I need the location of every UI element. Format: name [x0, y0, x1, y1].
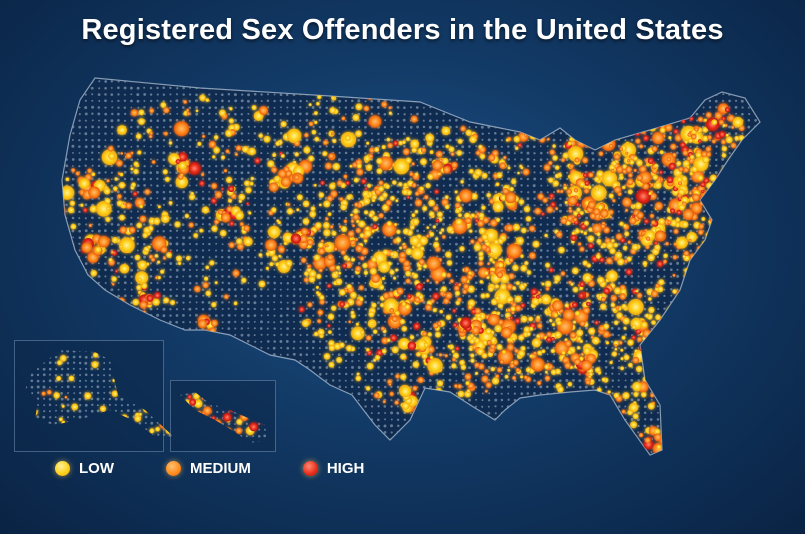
legend-label-high: HIGH [326, 460, 365, 477]
legend-swatch-high [302, 461, 318, 476]
legend-item-medium: MEDIUM [166, 460, 251, 477]
legend-swatch-medium [166, 461, 181, 476]
hotspot-dots-us [62, 86, 749, 455]
hawaii-inset-frame [170, 380, 276, 452]
legend-label-low: LOW [79, 460, 114, 477]
legend: LOW MEDIUM HIGH [55, 460, 416, 477]
map-title: Registered Sex Offenders in the United S… [81, 14, 724, 46]
legend-item-high: HIGH [302, 460, 365, 477]
legend-swatch-low [55, 461, 70, 476]
hotspot-dots-hawaii [180, 392, 266, 443]
legend-item-low: LOW [55, 460, 114, 477]
legend-label-medium: MEDIUM [190, 460, 251, 477]
hotspot-dots-alaska [29, 351, 173, 440]
